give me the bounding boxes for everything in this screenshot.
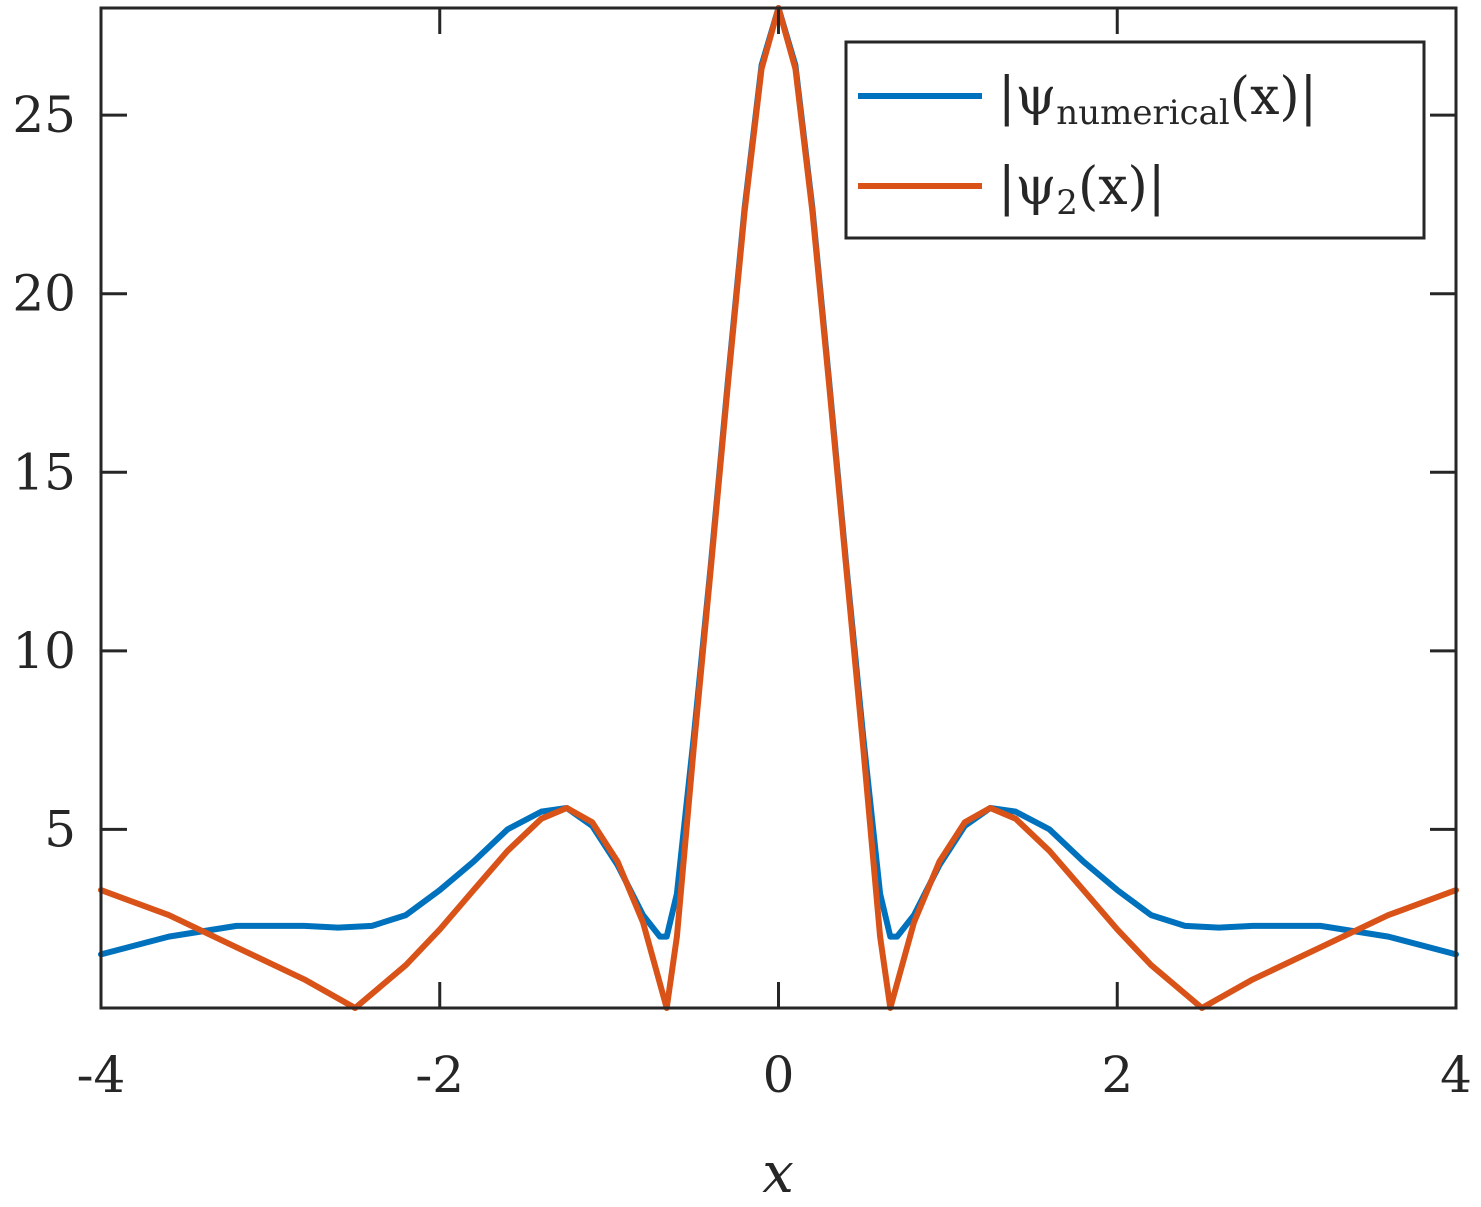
legend-entry-numerical: |ψnumerical(x)| [998,67,1317,133]
y-tick-label: 5 [44,800,76,858]
legend: |ψnumerical(x)| |ψ2(x)| [844,40,1426,240]
x-tick-label: -4 [77,1046,126,1104]
x-axis-label: x [762,1141,794,1202]
x-tick-label: 4 [1440,1046,1472,1104]
y-tick-label: 20 [12,265,76,323]
y-tick-label: 25 [12,86,76,144]
x-tick-label: 0 [763,1046,795,1104]
y-tick-label: 15 [12,443,76,501]
legend-box [844,40,1426,240]
x-tick-label: 2 [1101,1046,1133,1104]
legend-entry-psi2: |ψ2(x)| [998,157,1165,223]
y-tick-label: 10 [12,622,76,680]
ticks-layer: -4 -2 0 2 4 5 10 15 20 25 [12,8,1472,1104]
x-tick-label: -2 [415,1046,464,1104]
